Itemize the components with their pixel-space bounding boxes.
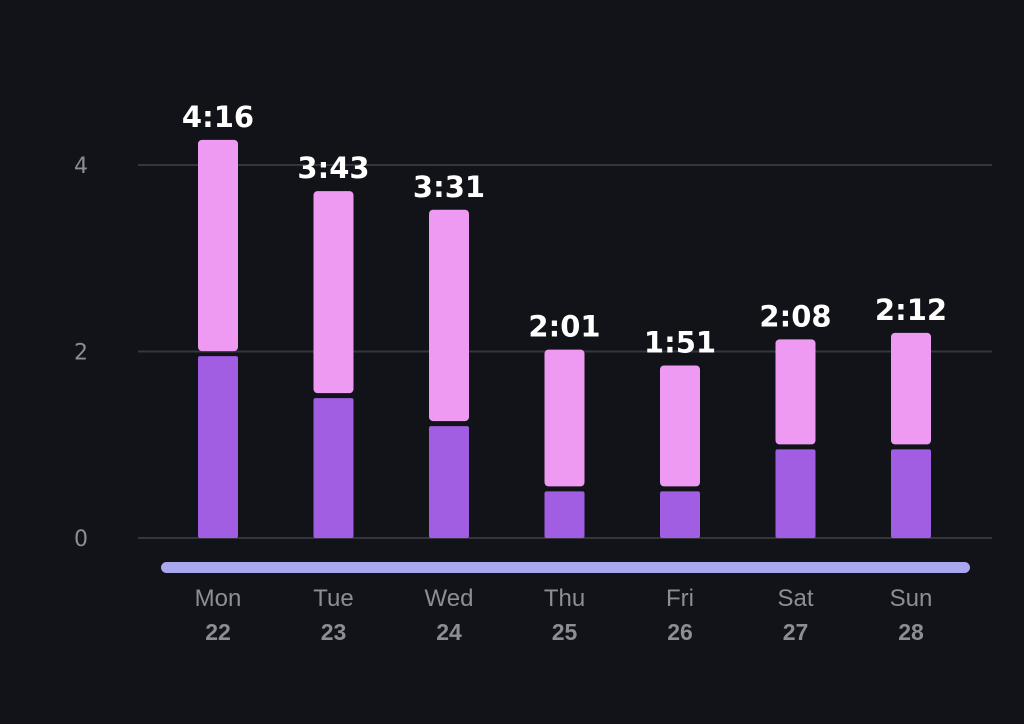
x-tick-day-fri[interactable]: Fri <box>666 585 694 612</box>
data-label-mon: 4:16 <box>182 100 254 134</box>
x-tick-day-tue[interactable]: Tue <box>313 585 353 612</box>
bar-upper-mon[interactable] <box>198 139 238 352</box>
x-tick-date-fri[interactable]: 26 <box>667 619 693 645</box>
x-tick-day-sun[interactable]: Sun <box>890 585 933 612</box>
bar-lower-tue[interactable] <box>313 398 354 538</box>
bars-layer <box>198 139 931 538</box>
x-tick-date-tue[interactable]: 23 <box>321 619 347 645</box>
bar-lower-wed[interactable] <box>429 426 469 538</box>
bar-lower-mon[interactable] <box>198 356 238 538</box>
bar-lower-sat[interactable] <box>775 449 816 538</box>
x-tick-day-sat[interactable]: Sat <box>777 585 813 612</box>
bar-lower-fri[interactable] <box>660 491 700 538</box>
x-tick-date-sat[interactable]: 27 <box>783 619 809 645</box>
bar-upper-sat[interactable] <box>775 339 816 445</box>
labels-layer: 4:16 3:43 3:31 2:01 1:51 2:08 2:12 <box>182 100 947 360</box>
data-label-tue: 3:43 <box>297 151 369 185</box>
data-label-fri: 1:51 <box>644 325 716 359</box>
data-label-sun: 2:12 <box>875 293 947 327</box>
y-tick-label-2: 2 <box>74 341 88 366</box>
bar-upper-thu[interactable] <box>544 349 585 487</box>
bar-upper-wed[interactable] <box>429 209 469 422</box>
bar-upper-fri[interactable] <box>660 365 700 487</box>
x-tick-date-wed[interactable]: 24 <box>436 619 462 645</box>
data-label-wed: 3:31 <box>413 170 485 204</box>
x-tick-date-thu[interactable]: 25 <box>552 619 578 645</box>
x-tick-date-mon[interactable]: 22 <box>205 619 231 645</box>
bar-lower-sun[interactable] <box>891 449 931 538</box>
bar-lower-thu[interactable] <box>544 491 585 538</box>
x-tick-day-thu[interactable]: Thu <box>544 585 585 612</box>
data-label-thu: 2:01 <box>528 310 600 344</box>
bar-upper-sun[interactable] <box>891 332 931 445</box>
x-tick-day-mon[interactable]: Mon <box>195 585 242 612</box>
data-label-sat: 2:08 <box>759 299 831 333</box>
bar-upper-tue[interactable] <box>313 191 354 394</box>
y-tick-label-0: 0 <box>74 527 88 552</box>
y-tick-label-4: 4 <box>74 154 88 179</box>
x-axis: Mon 22 Tue 23 Wed 24 Thu 25 Fri 26 Sat 27 Sun 28 <box>195 585 933 645</box>
x-tick-date-sun[interactable]: 28 <box>898 619 924 645</box>
week-range-bar[interactable] <box>161 562 970 573</box>
x-tick-day-wed[interactable]: Wed <box>425 585 474 612</box>
